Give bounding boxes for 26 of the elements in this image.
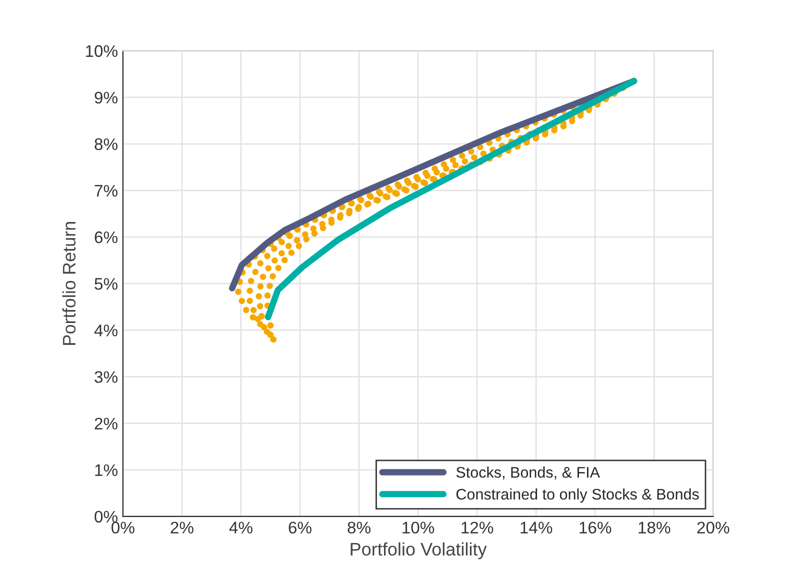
y-tick-label: 4% <box>94 324 118 336</box>
y-tick-label: 0% <box>94 510 118 523</box>
legend-label: Stocks, Bonds, & FIA <box>456 466 600 480</box>
y-tick-label: 2% <box>94 418 118 430</box>
x-tick-label: 10% <box>402 522 434 534</box>
x-axis-title: Portfolio Volatility <box>350 542 487 560</box>
x-tick-label: 8% <box>348 522 370 534</box>
y-tick-label: 5% <box>94 278 118 290</box>
x-tick-label: 6% <box>288 522 312 534</box>
x-tick-label: 12% <box>462 522 494 534</box>
x-tick-label: 4% <box>229 522 252 534</box>
x-tick-label: 14% <box>520 522 552 534</box>
x-tick-label: 2% <box>170 522 194 534</box>
y-tick-label: 7% <box>94 184 118 197</box>
y-tick-label: 6% <box>94 231 118 244</box>
x-tick-label: 0% <box>112 522 134 534</box>
legend-label: Constrained to only Stocks & Bonds <box>456 488 699 503</box>
y-tick-label: 3% <box>94 371 118 383</box>
y-tick-label: 9% <box>94 92 118 104</box>
x-tick-label: 16% <box>580 522 612 534</box>
y-axis-title: Portfolio Return <box>62 222 76 345</box>
y-tick-label: 10% <box>86 45 118 57</box>
y-tick-label: 8% <box>94 138 118 150</box>
y-tick-label: 1% <box>95 464 118 476</box>
x-tick-label: 20% <box>697 522 730 534</box>
x-tick-label: 18% <box>638 522 670 534</box>
